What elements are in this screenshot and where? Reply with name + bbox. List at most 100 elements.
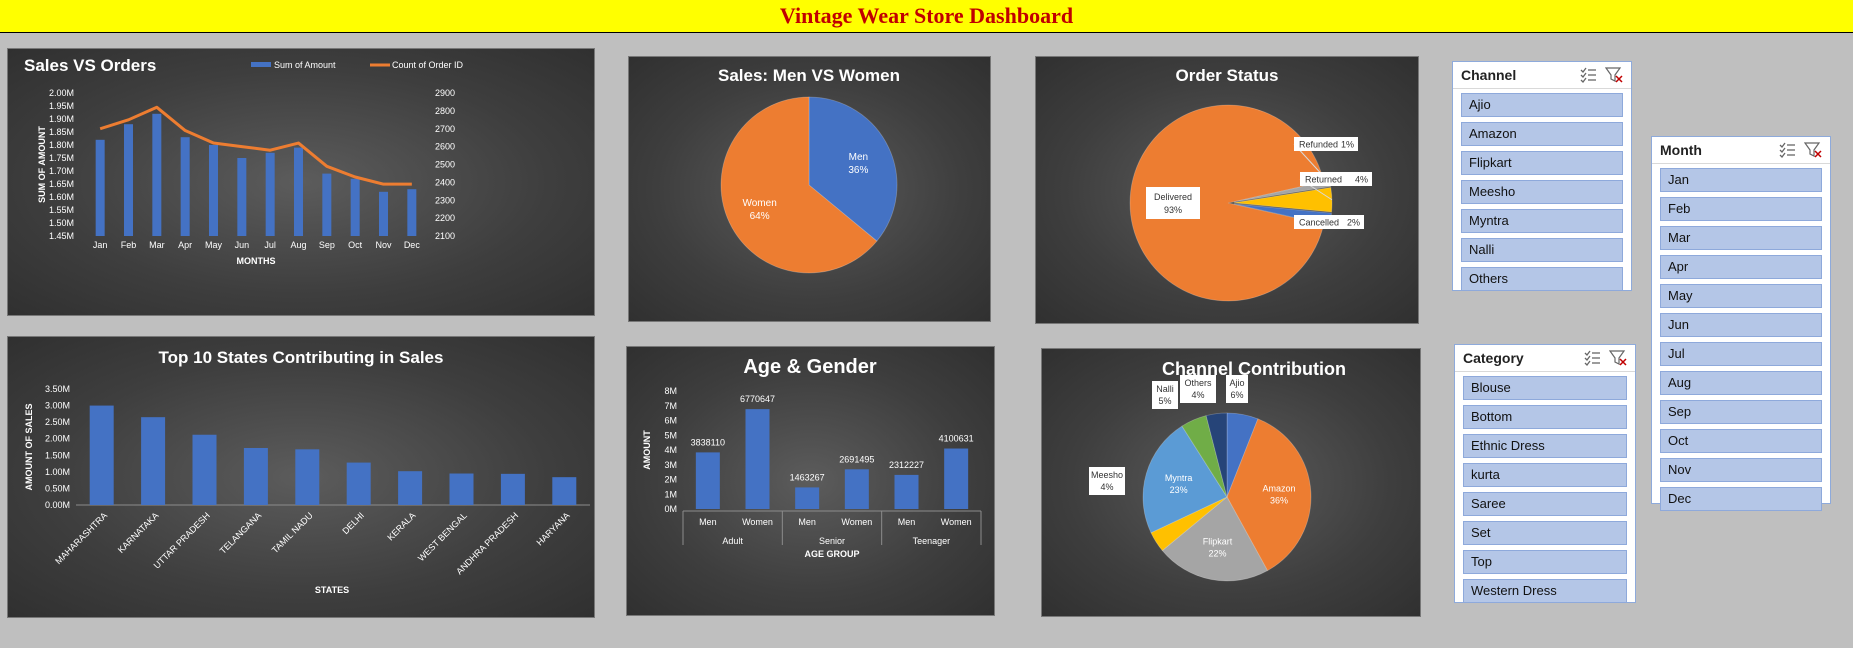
pie-label-meesho: Meesho xyxy=(1091,470,1123,480)
month-slicer: Month Jan Feb Mar Apr May Jun Jul Aug Sep Oct Nov D… xyxy=(1651,136,1831,511)
category-slicer-header: Category xyxy=(1455,345,1635,372)
month-slicer-header: Month xyxy=(1652,137,1830,164)
y-tick-label: 1.75M xyxy=(49,153,74,163)
callout-box-cancelled xyxy=(1294,215,1364,229)
y-tick-label: 4M xyxy=(664,445,677,455)
x-tick-label: TELANGANA xyxy=(218,510,264,556)
pie-value-returned: 4% xyxy=(1355,175,1368,185)
pie-value-cancelled: 2% xyxy=(1347,218,1360,228)
category-slicer: Category Blouse Bottom Ethnic Dress kurta Sa… xyxy=(1454,344,1636,603)
clear-filter-icon[interactable] xyxy=(1604,67,1623,83)
slicer-item-category-kurta[interactable]: kurta xyxy=(1463,463,1627,487)
order-status-chart: Order Status Delivered 93% Refunded 1% Return… xyxy=(1035,56,1419,324)
slicer-item-month-may[interactable]: May xyxy=(1660,284,1822,308)
multi-select-icon[interactable] xyxy=(1778,142,1796,158)
slicer-item-category-western-dress[interactable]: Western Dress xyxy=(1463,579,1627,603)
y-axis-title: AMOUNT xyxy=(642,430,652,470)
pie-slice-meesho xyxy=(1150,496,1228,552)
x-tick-label: Jan xyxy=(93,240,108,250)
y2-tick-label: 2800 xyxy=(435,106,455,116)
y-tick-label: 7M xyxy=(664,401,677,411)
pie-label-returned: Returned xyxy=(1305,175,1342,185)
y-tick-label: 2M xyxy=(664,475,677,485)
y2-tick-label: 2200 xyxy=(435,213,455,223)
pie-slice-amazon xyxy=(1226,418,1312,572)
slicer-item-month-feb[interactable]: Feb xyxy=(1660,197,1822,221)
x-tick-label: Men xyxy=(898,517,916,527)
y-tick-label: 0.50M xyxy=(45,483,70,493)
data-label: 1463267 xyxy=(790,472,825,482)
slicer-item-month-mar[interactable]: Mar xyxy=(1660,226,1822,250)
slicer-item-month-dec[interactable]: Dec xyxy=(1660,487,1822,511)
bar-amount xyxy=(407,189,417,236)
pie-slice-flipkart xyxy=(1161,496,1269,582)
x-tick-label: Men xyxy=(798,517,816,527)
clear-filter-icon[interactable] xyxy=(1803,142,1822,158)
slicer-item-channel-flipkart[interactable]: Flipkart xyxy=(1461,151,1623,175)
pie-label-amazon: Amazon xyxy=(1262,484,1295,494)
slicer-item-month-nov[interactable]: Nov xyxy=(1660,458,1822,482)
data-label: 2312227 xyxy=(889,460,924,470)
slicer-item-channel-ajio[interactable]: Ajio xyxy=(1461,93,1623,117)
x-tick-label: Women xyxy=(941,517,972,527)
slicer-item-month-jul[interactable]: Jul xyxy=(1660,342,1822,366)
bar-state xyxy=(89,405,114,505)
slicer-item-month-apr[interactable]: Apr xyxy=(1660,255,1822,279)
legend-label-orders: Count of Order ID xyxy=(392,60,464,70)
slicer-item-category-ethnic-dress[interactable]: Ethnic Dress xyxy=(1463,434,1627,458)
slicer-item-month-jun[interactable]: Jun xyxy=(1660,313,1822,337)
slicer-item-channel-others[interactable]: Others xyxy=(1461,267,1623,291)
slicer-item-channel-meesho[interactable]: Meesho xyxy=(1461,180,1623,204)
pie-slice-nalli xyxy=(1181,415,1228,498)
multi-select-icon[interactable] xyxy=(1579,67,1597,83)
slicer-item-month-oct[interactable]: Oct xyxy=(1660,429,1822,453)
pie-value-delivered: 93% xyxy=(1164,205,1182,215)
chart-title: Top 10 States Contributing in Sales xyxy=(159,348,444,367)
y2-tick-label: 2100 xyxy=(435,231,455,241)
slicer-item-month-jan[interactable]: Jan xyxy=(1660,168,1822,192)
slicer-item-month-sep[interactable]: Sep xyxy=(1660,400,1822,424)
sales-vs-orders-svg: Sales VS Orders Sum of Amount Count of Ord… xyxy=(24,56,464,266)
y-tick-label: 1.00M xyxy=(45,467,70,477)
y-axis-title: AMOUNT OF SALES xyxy=(24,404,34,491)
slicer-item-month-aug[interactable]: Aug xyxy=(1660,371,1822,395)
slicer-item-channel-amazon[interactable]: Amazon xyxy=(1461,122,1623,146)
x-axis-title: AGE GROUP xyxy=(804,549,859,559)
bar-amount xyxy=(180,137,190,236)
slicer-item-category-saree[interactable]: Saree xyxy=(1463,492,1627,516)
pie-label-ajio: Ajio xyxy=(1229,378,1244,388)
pie-value-refunded: 1% xyxy=(1341,140,1354,150)
y-tick-label: 0M xyxy=(664,504,677,514)
x-tick-label: Dec xyxy=(404,240,421,250)
slicer-item-channel-myntra[interactable]: Myntra xyxy=(1461,209,1623,233)
chart-title: Channel Contribution xyxy=(1162,359,1346,379)
pie-label-myntra: Myntra xyxy=(1165,473,1193,483)
x-tick-label: KERALA xyxy=(385,510,417,542)
multi-select-icon[interactable] xyxy=(1583,350,1601,366)
order-status-svg: Order Status Delivered 93% Refunded 1% Return… xyxy=(1129,66,1372,302)
y-tick-label: 2.00M xyxy=(49,88,74,98)
x-tick-label: Sep xyxy=(319,240,335,250)
slicer-item-category-set[interactable]: Set xyxy=(1463,521,1627,545)
pie-value-meesho: 4% xyxy=(1100,482,1113,492)
clear-filter-icon[interactable] xyxy=(1608,350,1627,366)
data-label: 4100631 xyxy=(939,434,974,444)
bar-state xyxy=(141,417,166,505)
pie-slice-ajio xyxy=(1226,412,1259,498)
bar-amount xyxy=(124,124,133,236)
y-tick-label: 1.45M xyxy=(49,231,74,241)
x-tick-label: Jul xyxy=(264,240,276,250)
slicer-item-category-blouse[interactable]: Blouse xyxy=(1463,376,1627,400)
slicer-item-channel-nalli[interactable]: Nalli xyxy=(1461,238,1623,262)
slicer-item-category-bottom[interactable]: Bottom xyxy=(1463,405,1627,429)
slicer-item-category-top[interactable]: Top xyxy=(1463,550,1627,574)
y-tick-label: 1.50M xyxy=(45,450,70,460)
bar-age-gender xyxy=(844,469,869,509)
men-vs-women-chart: Sales: Men VS Women Men 36% Women 64% xyxy=(628,56,991,322)
y-tick-label: 3.50M xyxy=(45,384,70,394)
legend-swatch-amount xyxy=(251,62,271,67)
x-tick-label: UTTAR PRADESH xyxy=(152,510,212,570)
y2-tick-label: 2900 xyxy=(435,88,455,98)
pie-slice-myntra xyxy=(1142,425,1228,534)
channel-slicer-header: Channel xyxy=(1453,62,1631,89)
